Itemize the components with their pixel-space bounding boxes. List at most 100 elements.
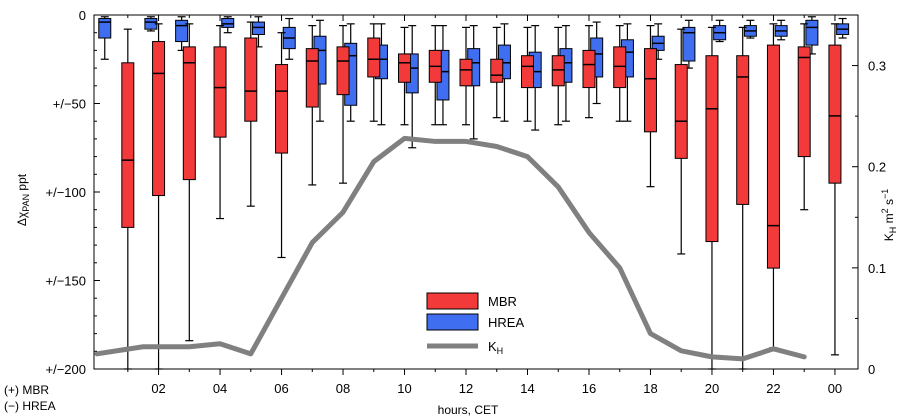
mbr-box-13: [520, 26, 534, 122]
mbr-box-body: [705, 55, 719, 243]
mbr-box-12: [490, 26, 504, 119]
mbr-box-body: [643, 48, 657, 133]
x-tick-label-7: 16: [582, 381, 596, 396]
axes-layer: 0 +/−50 +/−100 +/−150 +/−200 0 0.1 0.2 0.3 02 04 06…: [46, 8, 887, 396]
hrea-box-body: [251, 21, 265, 35]
x-tick-label-6: 14: [520, 381, 534, 396]
mbr-box-3: [213, 25, 227, 220]
mbr-box-body: [828, 44, 842, 184]
mbr-box-1: [152, 23, 166, 370]
x-tick-label-5: 12: [459, 381, 473, 396]
mbr-box-body: [459, 58, 473, 87]
mbr-box-body: [182, 46, 196, 181]
hrea-box-18: [682, 19, 696, 69]
hrea-box-4: [251, 16, 265, 48]
hrea-box-1: [144, 16, 158, 32]
hrea-box-20: [743, 19, 757, 39]
x-tick-label-4: 10: [397, 381, 411, 396]
hrea-box-body: [682, 26, 696, 62]
mbr-box-21: [766, 23, 780, 349]
y2-tick-label-3: 0.3: [868, 59, 886, 74]
mbr-box-body: [582, 49, 596, 89]
mbr-box-body: [490, 58, 504, 83]
kh-line-layer: [94, 135, 807, 362]
mbr-box-8: [367, 23, 381, 122]
mbr-box-body: [551, 55, 565, 87]
hrea-box-5: [282, 17, 296, 60]
y-tick-label-left-1: +/−50: [53, 97, 86, 112]
mbr-box-15: [582, 25, 596, 119]
mbr-box-9: [398, 26, 412, 126]
y2-tick-label-2: 0.2: [868, 160, 886, 175]
mbr-box-body: [121, 62, 135, 228]
x-tick-label-0: 02: [151, 381, 165, 396]
mbr-box-5: [275, 32, 289, 259]
series-layer: [98, 16, 850, 370]
x-tick-label-1: 04: [213, 381, 227, 396]
mbr-box-6: [305, 25, 319, 186]
hrea-box-21: [774, 19, 788, 41]
mbr-box-body: [520, 55, 534, 89]
y2-tick-label-0: 0: [868, 362, 875, 377]
mbr-box-0: [121, 28, 135, 370]
hrea-box-3: [221, 16, 235, 34]
mbr-box-body: [244, 37, 258, 122]
x-tick-label-11: 00: [828, 381, 842, 396]
hrea-box-23: [836, 17, 850, 39]
mbr-box-body: [275, 64, 289, 154]
hrea-box-2: [175, 16, 189, 52]
x-tick-label-3: 08: [336, 381, 350, 396]
mbr-box-body: [797, 46, 811, 158]
mbr-box-22: [797, 23, 811, 211]
mbr-box-2: [182, 23, 196, 342]
y-tick-label-left-0: 0: [79, 8, 86, 23]
mbr-box-10: [428, 25, 442, 126]
hrea-box-19: [713, 19, 727, 43]
y-tick-label-left-3: +/−150: [46, 274, 87, 289]
hrea-box-body: [805, 19, 819, 46]
mbr-box-18: [674, 28, 688, 255]
x-axis-label: hours, CET: [438, 403, 499, 417]
y-axis-label-right: KH m2 s−1: [880, 189, 898, 241]
y2-tick-label-1: 0.1: [868, 261, 886, 276]
mbr-box-11: [459, 26, 473, 126]
mbr-box-body: [766, 44, 780, 269]
y-tick-label-left-4: +/−200: [46, 362, 87, 377]
legend-label-kh: KH: [488, 339, 503, 356]
mbr-box-body: [398, 53, 412, 83]
mbr-box-body: [613, 46, 627, 89]
legend-swatch-hrea: [426, 313, 479, 331]
mbr-box-body: [367, 37, 381, 78]
x-tick-label-10: 22: [766, 381, 780, 396]
y-tick-label-left-2: +/−100: [46, 185, 87, 200]
mbr-box-23: [828, 23, 842, 356]
mbr-box-20: [736, 26, 750, 370]
mbr-box-17: [643, 25, 657, 188]
mbr-box-body: [305, 48, 319, 108]
mbr-box-14: [551, 26, 565, 126]
mbr-box-19: [705, 26, 719, 370]
mbr-box-body: [336, 46, 350, 96]
x-tick-label-8: 18: [643, 381, 657, 396]
hrea-box-0: [98, 16, 112, 60]
x-tick-label-2: 06: [274, 381, 288, 396]
legend-label-hrea: HREA: [488, 315, 524, 330]
y-axis-label-left: ΔχPAN ppt: [15, 173, 31, 226]
x-row-label-mbr: (+) MBR: [4, 383, 49, 397]
x-row-label-hrea: (−) HREA: [4, 399, 56, 413]
mbr-box-body: [152, 41, 166, 197]
mbr-box-body: [213, 46, 227, 138]
mbr-box-7: [336, 25, 350, 184]
mbr-box-body: [674, 64, 688, 159]
mbr-box-body: [736, 55, 750, 205]
legend-swatch-mbr: [426, 292, 479, 310]
legend: MBR HREA KH: [426, 292, 524, 356]
mbr-box-4: [244, 21, 258, 207]
mbr-box-16: [613, 25, 627, 122]
hrea-box-9: [405, 25, 419, 149]
hrea-box-body: [221, 18, 235, 28]
hrea-box-17: [651, 23, 665, 60]
x-tick-label-9: 20: [705, 381, 719, 396]
legend-label-mbr: MBR: [488, 294, 517, 309]
